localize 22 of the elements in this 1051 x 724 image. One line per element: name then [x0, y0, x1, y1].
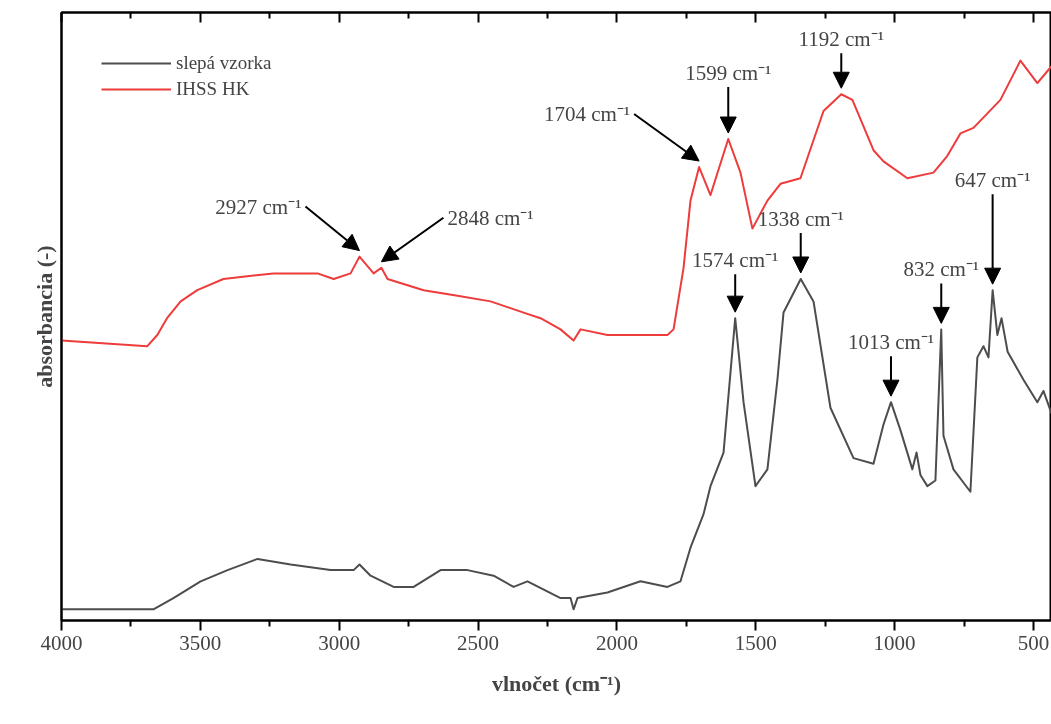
annotation: 1338 cm⁻¹ [757, 206, 844, 231]
x-axis-title: vlnočet (cm⁻¹) [491, 670, 622, 696]
annotation: 832 cm⁻¹ [903, 257, 980, 282]
annotation: 1574 cm⁻¹ [692, 248, 779, 273]
legend-label: slepá vzorka [176, 52, 272, 74]
x-tick-label: 1000 [873, 630, 916, 655]
x-tick-label: 1500 [734, 630, 777, 655]
annotation: 1013 cm⁻¹ [847, 330, 935, 355]
x-tick-label: 3000 [318, 630, 361, 655]
annotation: 1192 cm⁻¹ [798, 27, 884, 52]
x-tick-label: 3500 [179, 630, 222, 655]
x-tick-label: 2000 [595, 630, 638, 655]
x-tick-label: 500 [1017, 630, 1050, 655]
annotation: 647 cm⁻¹ [954, 168, 1031, 193]
annotation: 1704 cm⁻¹ [543, 102, 631, 127]
x-tick-label: 4000 [40, 630, 83, 655]
y-axis-title: absorbancia (-) [31, 245, 57, 388]
annotation: 1599 cm⁻¹ [685, 61, 772, 86]
x-tick-label: 2500 [457, 630, 500, 655]
legend-label: IHSS HK [176, 78, 250, 100]
annotation: 2848 cm⁻¹ [447, 205, 534, 230]
annotation: 2927 cm⁻¹ [215, 194, 302, 219]
